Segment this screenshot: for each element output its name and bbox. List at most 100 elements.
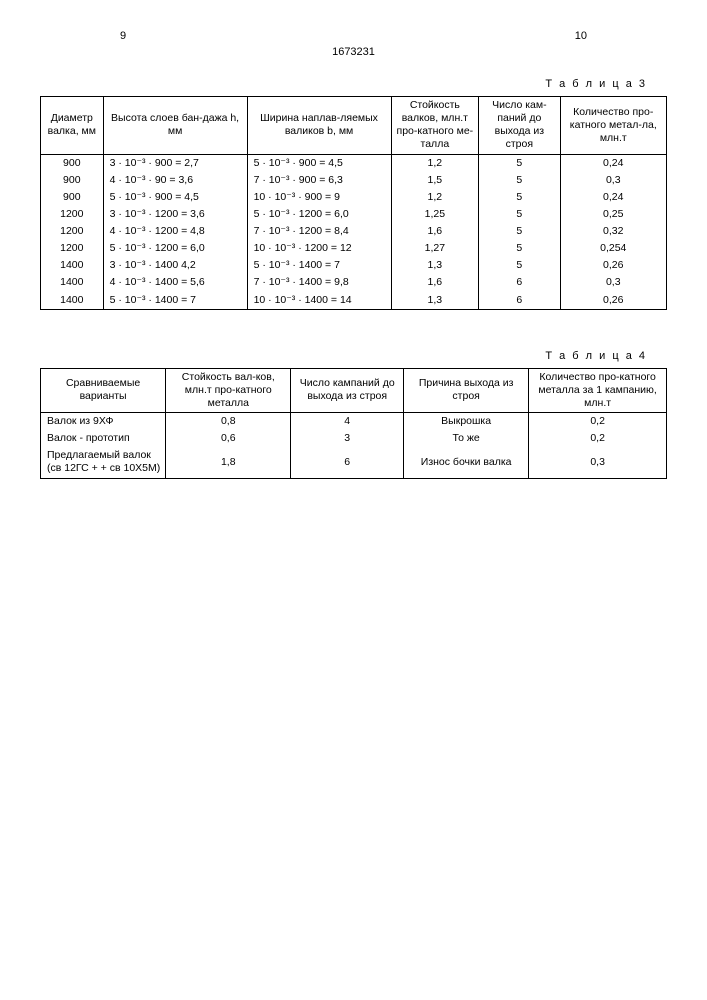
cell: 10 · 10⁻³ · 900 = 9 <box>247 189 391 206</box>
cell: 1,2 <box>391 154 479 172</box>
cell: 3 · 10⁻³ · 1200 = 3,6 <box>103 206 247 223</box>
cell: 1200 <box>41 223 104 240</box>
table-row: Валок - прототип0,63То же0,2 <box>41 430 667 447</box>
table-row: 12005 · 10⁻³ · 1200 = 6,010 · 10⁻³ · 120… <box>41 240 667 257</box>
cell: 1,2 <box>391 189 479 206</box>
cell: 0,24 <box>560 189 666 206</box>
cell: 7 · 10⁻³ · 900 = 6,3 <box>247 172 391 189</box>
cell: 5 <box>479 240 560 257</box>
table-row: Валок из 9ХФ0,84Выкрошка0,2 <box>41 413 667 431</box>
col-header: Стойкость вал-ков, млн.т про-катного мет… <box>166 368 291 412</box>
col-header: Число кампаний до выхода из строя <box>291 368 404 412</box>
cell: 1,6 <box>391 274 479 291</box>
doc-number: 1673231 <box>40 46 667 58</box>
cell: 0,2 <box>529 430 667 447</box>
cell: 0,32 <box>560 223 666 240</box>
cell: 5 · 10⁻³ · 1200 = 6,0 <box>103 240 247 257</box>
cell: Предлагаемый валок (св 12ГС + + св 10Х5М… <box>41 447 166 478</box>
table-row: 14003 · 10⁻³ · 1400 4,25 · 10⁻³ · 1400 =… <box>41 257 667 274</box>
cell: 0,26 <box>560 292 666 310</box>
cell: 0,3 <box>560 274 666 291</box>
table-4: Сравниваемые варианты Стойкость вал-ков,… <box>40 368 667 479</box>
page-num-right: 10 <box>575 30 587 42</box>
cell: Валок - прототип <box>41 430 166 447</box>
table-row: 14005 · 10⁻³ · 1400 = 710 · 10⁻³ · 1400 … <box>41 292 667 310</box>
cell: 0,2 <box>529 413 667 431</box>
table3-label: Т а б л и ц а 3 <box>40 78 647 90</box>
table-row: 12004 · 10⁻³ · 1200 = 4,87 · 10⁻³ · 1200… <box>41 223 667 240</box>
cell: 5 <box>479 172 560 189</box>
cell: 1,27 <box>391 240 479 257</box>
col-header: Причина выхода из строя <box>404 368 529 412</box>
cell: 4 · 10⁻³ · 1400 = 5,6 <box>103 274 247 291</box>
cell: 900 <box>41 172 104 189</box>
table-row: 12003 · 10⁻³ · 1200 = 3,65 · 10⁻³ · 1200… <box>41 206 667 223</box>
col-header: Количество про-катного метал-ла, млн.т <box>560 97 666 155</box>
cell: 1,8 <box>166 447 291 478</box>
table-row: 14004 · 10⁻³ · 1400 = 5,67 · 10⁻³ · 1400… <box>41 274 667 291</box>
cell: 1200 <box>41 240 104 257</box>
cell: 0,3 <box>560 172 666 189</box>
cell: 0,25 <box>560 206 666 223</box>
table4-label: Т а б л и ц а 4 <box>40 350 647 362</box>
cell: 5 · 10⁻³ · 1400 = 7 <box>103 292 247 310</box>
table-row: Предлагаемый валок (св 12ГС + + св 10Х5М… <box>41 447 667 478</box>
cell: 5 <box>479 206 560 223</box>
col-header: Число кам-паний до выхода из строя <box>479 97 560 155</box>
cell: 5 <box>479 257 560 274</box>
cell: 0,3 <box>529 447 667 478</box>
cell: 0,254 <box>560 240 666 257</box>
col-header: Стойкость валков, млн.т про-катного ме-т… <box>391 97 479 155</box>
cell: 7 · 10⁻³ · 1200 = 8,4 <box>247 223 391 240</box>
table-row: 9003 · 10⁻³ · 900 = 2,75 · 10⁻³ · 900 = … <box>41 154 667 172</box>
cell: 0,26 <box>560 257 666 274</box>
page-numbers: 9 10 <box>120 30 587 42</box>
cell: 0,24 <box>560 154 666 172</box>
cell: 5 · 10⁻³ · 900 = 4,5 <box>247 154 391 172</box>
cell: 4 · 10⁻³ · 90 = 3,6 <box>103 172 247 189</box>
cell: 3 <box>291 430 404 447</box>
cell: 10 · 10⁻³ · 1400 = 14 <box>247 292 391 310</box>
cell: 3 · 10⁻³ · 1400 4,2 <box>103 257 247 274</box>
cell: 5 <box>479 154 560 172</box>
cell: 900 <box>41 154 104 172</box>
col-header: Сравниваемые варианты <box>41 368 166 412</box>
col-header: Ширина наплав-ляемых валиков b, мм <box>247 97 391 155</box>
cell: 1,5 <box>391 172 479 189</box>
cell: 6 <box>479 292 560 310</box>
table-header-row: Диаметр валка, мм Высота слоев бан-дажа … <box>41 97 667 155</box>
col-header: Диаметр валка, мм <box>41 97 104 155</box>
cell: 1,3 <box>391 292 479 310</box>
table-row: 9004 · 10⁻³ · 90 = 3,67 · 10⁻³ · 900 = 6… <box>41 172 667 189</box>
col-header: Количество про-катного металла за 1 камп… <box>529 368 667 412</box>
cell: 1,25 <box>391 206 479 223</box>
cell: 0,8 <box>166 413 291 431</box>
cell: 6 <box>479 274 560 291</box>
cell: 1,3 <box>391 257 479 274</box>
cell: 1400 <box>41 292 104 310</box>
cell: 10 · 10⁻³ · 1200 = 12 <box>247 240 391 257</box>
col-header: Высота слоев бан-дажа h, мм <box>103 97 247 155</box>
cell: Износ бочки валка <box>404 447 529 478</box>
cell: То же <box>404 430 529 447</box>
cell: 4 <box>291 413 404 431</box>
cell: 7 · 10⁻³ · 1400 = 9,8 <box>247 274 391 291</box>
cell: 1200 <box>41 206 104 223</box>
cell: 5 · 10⁻³ · 900 = 4,5 <box>103 189 247 206</box>
page-num-left: 9 <box>120 30 126 42</box>
cell: 1400 <box>41 274 104 291</box>
cell: Выкрошка <box>404 413 529 431</box>
cell: 900 <box>41 189 104 206</box>
table-3: Диаметр валка, мм Высота слоев бан-дажа … <box>40 96 667 310</box>
cell: 1,6 <box>391 223 479 240</box>
cell: 5 <box>479 223 560 240</box>
cell: 5 · 10⁻³ · 1400 = 7 <box>247 257 391 274</box>
cell: 0,6 <box>166 430 291 447</box>
cell: 5 <box>479 189 560 206</box>
table-header-row: Сравниваемые варианты Стойкость вал-ков,… <box>41 368 667 412</box>
cell: 3 · 10⁻³ · 900 = 2,7 <box>103 154 247 172</box>
cell: Валок из 9ХФ <box>41 413 166 431</box>
cell: 5 · 10⁻³ · 1200 = 6,0 <box>247 206 391 223</box>
cell: 4 · 10⁻³ · 1200 = 4,8 <box>103 223 247 240</box>
cell: 1400 <box>41 257 104 274</box>
